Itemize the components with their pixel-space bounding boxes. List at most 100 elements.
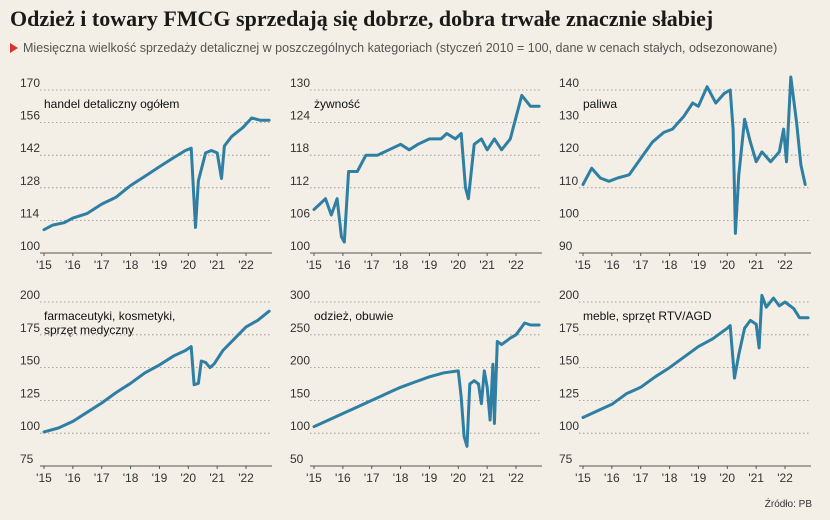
x-tick-label: '22 (238, 471, 254, 485)
panel-2: 100 106 112 118 124 130 '15 '16 '17 '18 '19 '20 '21 '… (290, 76, 542, 272)
y-tick-label: 150 (290, 386, 310, 400)
panel-title: meble, sprzęt RTV/AGD (583, 309, 712, 323)
series-line (312, 321, 541, 448)
x-tick-label: '20 (719, 471, 735, 485)
x-tick-label: '17 (364, 471, 380, 485)
y-tick-label: 140 (559, 76, 579, 90)
y-tick-label: 142 (20, 141, 40, 155)
y-tick-label: 175 (20, 321, 40, 335)
x-tick-label: '16 (335, 471, 351, 485)
y-tick-label: 300 (290, 288, 310, 302)
x-tick-label: '20 (180, 471, 196, 485)
y-tick-label: 200 (20, 288, 40, 302)
x-tick-label: '16 (604, 258, 620, 272)
panel-title: paliwa (583, 97, 617, 111)
x-tick-label: '22 (777, 258, 793, 272)
panel-title: handel detaliczny ogółem (44, 97, 179, 111)
x-tick-label: '17 (94, 258, 110, 272)
x-tick-label: '21 (209, 258, 225, 272)
panel-title: farmaceutyki, kosmetyki, sprzęt medyczny (44, 309, 175, 337)
y-tick-label: 128 (20, 174, 40, 188)
x-tick-label: '22 (508, 258, 524, 272)
y-tick-label: 50 (290, 452, 304, 466)
x-tick-label: '17 (633, 258, 649, 272)
y-tick-label: 125 (559, 386, 579, 400)
panel-title-line: handel detaliczny ogółem (44, 97, 179, 111)
y-tick-label: 156 (20, 109, 40, 123)
chart-title: Odzież i towary FMCG sprzedają się dobrz… (10, 6, 714, 31)
series-line (312, 93, 541, 244)
x-tick-label: '19 (152, 471, 168, 485)
panel-title-line: sprzęt medyczny (44, 323, 134, 337)
x-tick-label: '19 (691, 471, 707, 485)
y-tick-label: 110 (559, 174, 578, 188)
y-tick-label: 170 (20, 76, 40, 90)
y-tick-label: 75 (20, 452, 34, 466)
y-tick-label: 120 (559, 141, 579, 155)
x-tick-label: '18 (123, 471, 139, 485)
y-tick-label: 175 (559, 321, 579, 335)
x-tick-label: '16 (65, 471, 81, 485)
source-note: Źródło: PB (764, 499, 812, 510)
x-tick-label: '20 (719, 258, 735, 272)
y-tick-label: 124 (290, 109, 310, 123)
triangle-marker-icon (10, 43, 18, 53)
panel-4: 75 100 125 150 175 200 '15 '16 '17 '18 '19 '20 '21 '2… (20, 288, 272, 485)
y-tick-label: 250 (290, 321, 310, 335)
chart-subtitle: Miesięczna wielkość sprzedaży detaliczne… (10, 41, 777, 55)
x-tick-label: '22 (238, 258, 254, 272)
x-tick-label: '21 (479, 471, 495, 485)
x-tick-label: '19 (422, 258, 438, 272)
x-tick-label: '19 (152, 258, 168, 272)
y-tick-label: 125 (20, 386, 40, 400)
panel-title: odzież, obuwie (314, 309, 394, 323)
subtitle-text: Miesięczna wielkość sprzedaży detaliczne… (23, 41, 778, 55)
y-tick-label: 150 (559, 354, 579, 368)
series-line (42, 116, 271, 232)
panel-title-line: żywność (314, 97, 360, 111)
y-tick-label: 200 (290, 354, 310, 368)
x-tick-label: '22 (777, 471, 793, 485)
x-tick-label: '15 (36, 471, 52, 485)
x-tick-label: '16 (604, 471, 620, 485)
x-tick-label: '18 (393, 258, 409, 272)
panel-title: żywność (314, 97, 360, 111)
x-tick-label: '19 (422, 471, 438, 485)
x-tick-label: '21 (748, 471, 764, 485)
x-tick-label: '18 (393, 471, 409, 485)
x-tick-label: '20 (450, 258, 466, 272)
y-tick-label: 112 (290, 174, 309, 188)
x-tick-label: '15 (306, 258, 322, 272)
panel-title-line: odzież, obuwie (314, 309, 394, 323)
panel-title-line: farmaceutyki, kosmetyki, (44, 309, 175, 323)
y-tick-label: 106 (290, 206, 310, 220)
x-tick-label: '18 (662, 258, 678, 272)
series-line (42, 309, 271, 434)
x-tick-label: '19 (691, 258, 707, 272)
x-tick-label: '15 (36, 258, 52, 272)
x-tick-label: '18 (123, 258, 139, 272)
series-line (581, 293, 810, 419)
x-tick-label: '21 (479, 258, 495, 272)
y-tick-label: 100 (290, 419, 310, 433)
y-tick-label: 100 (559, 206, 579, 220)
y-tick-label: 100 (20, 419, 40, 433)
x-tick-label: '20 (180, 258, 196, 272)
panel-3: 90 100 110 120 130 140 '15 '16 '17 '18 '19 '20 '21 '2… (559, 75, 811, 272)
x-tick-label: '16 (335, 258, 351, 272)
y-tick-label: 114 (20, 206, 39, 220)
x-tick-label: '17 (94, 471, 110, 485)
x-tick-label: '20 (450, 471, 466, 485)
series-line (581, 75, 807, 235)
x-tick-label: '21 (748, 258, 764, 272)
x-tick-label: '17 (633, 471, 649, 485)
y-tick-label: 75 (559, 452, 573, 466)
y-tick-label: 200 (559, 288, 579, 302)
y-tick-label: 130 (559, 109, 579, 123)
y-tick-label: 118 (290, 141, 309, 155)
x-tick-label: '16 (65, 258, 81, 272)
x-tick-label: '18 (662, 471, 678, 485)
y-tick-label: 90 (559, 239, 573, 253)
x-tick-label: '15 (575, 258, 591, 272)
